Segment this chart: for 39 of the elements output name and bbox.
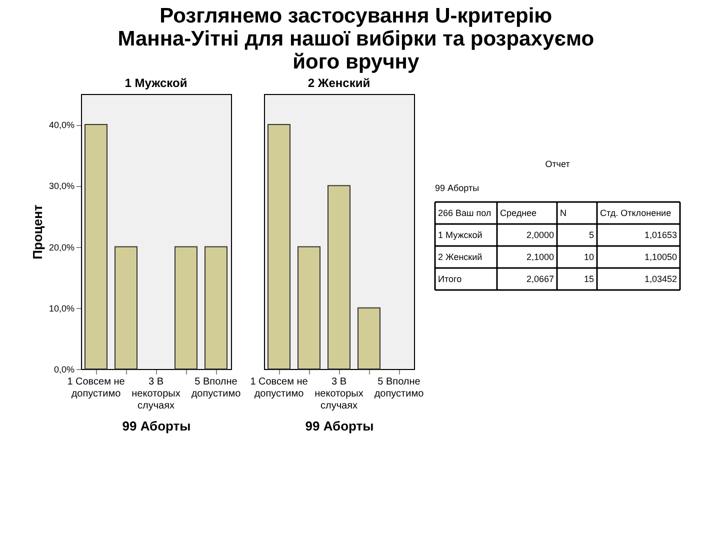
text: Стд. Отклонение	[600, 208, 672, 218]
x-tick-label: 1 Совсем не допустимо	[67, 376, 126, 400]
text: 1,01653	[644, 230, 677, 240]
text: Среднее	[500, 208, 537, 218]
text: Розглянемо застосування U-критерію Манна-Уітні для нашої вибірки та розрахуємо його вручну	[118, 4, 594, 74]
x-tick-label: 5 Вполне допустимо	[191, 376, 242, 400]
text: Итого	[438, 274, 462, 284]
text: 1 Мужской	[438, 230, 482, 240]
text: 266 Ваш пол	[438, 208, 492, 218]
bar	[328, 185, 350, 370]
text: 2,0667	[526, 274, 554, 284]
text: 15	[584, 274, 594, 284]
text: 5	[588, 230, 594, 240]
text: 2 Женский	[438, 252, 482, 262]
x-tick-label: 3 В некоторых случаях	[314, 376, 364, 412]
y-tick-label: 0,0%	[54, 364, 74, 374]
chart-subtitle: 1 Мужской	[124, 76, 188, 90]
bar	[298, 246, 320, 370]
x-axis-title: 99 Аборты	[305, 418, 374, 434]
y-tick-label: 40,0%	[48, 120, 74, 130]
y-axis-title: Процент	[30, 204, 45, 260]
text: 2,0000	[526, 230, 554, 240]
text: 2,1000	[526, 252, 554, 262]
text: 1,03452	[644, 274, 677, 284]
text: 10	[584, 252, 594, 262]
text: N	[560, 208, 566, 218]
y-tick-label: 10,0%	[48, 303, 74, 314]
bar	[268, 124, 290, 370]
y-tick-label: 20,0%	[48, 242, 74, 252]
x-axis-title: 99 Аборты	[122, 418, 191, 434]
text: Отчет	[545, 159, 570, 169]
bar	[358, 307, 380, 370]
y-tick-label: 30,0%	[48, 181, 74, 192]
x-tick-label: 1 Совсем не допустимо	[250, 376, 308, 400]
text: 1,10050	[644, 252, 677, 262]
text: 99 Аборты	[435, 183, 480, 193]
x-tick-label: 5 Вполне допустимо	[374, 376, 424, 400]
chart-subtitle: 2 Женский	[308, 76, 370, 90]
x-tick-label: 3 В некоторых случаях	[132, 376, 180, 412]
